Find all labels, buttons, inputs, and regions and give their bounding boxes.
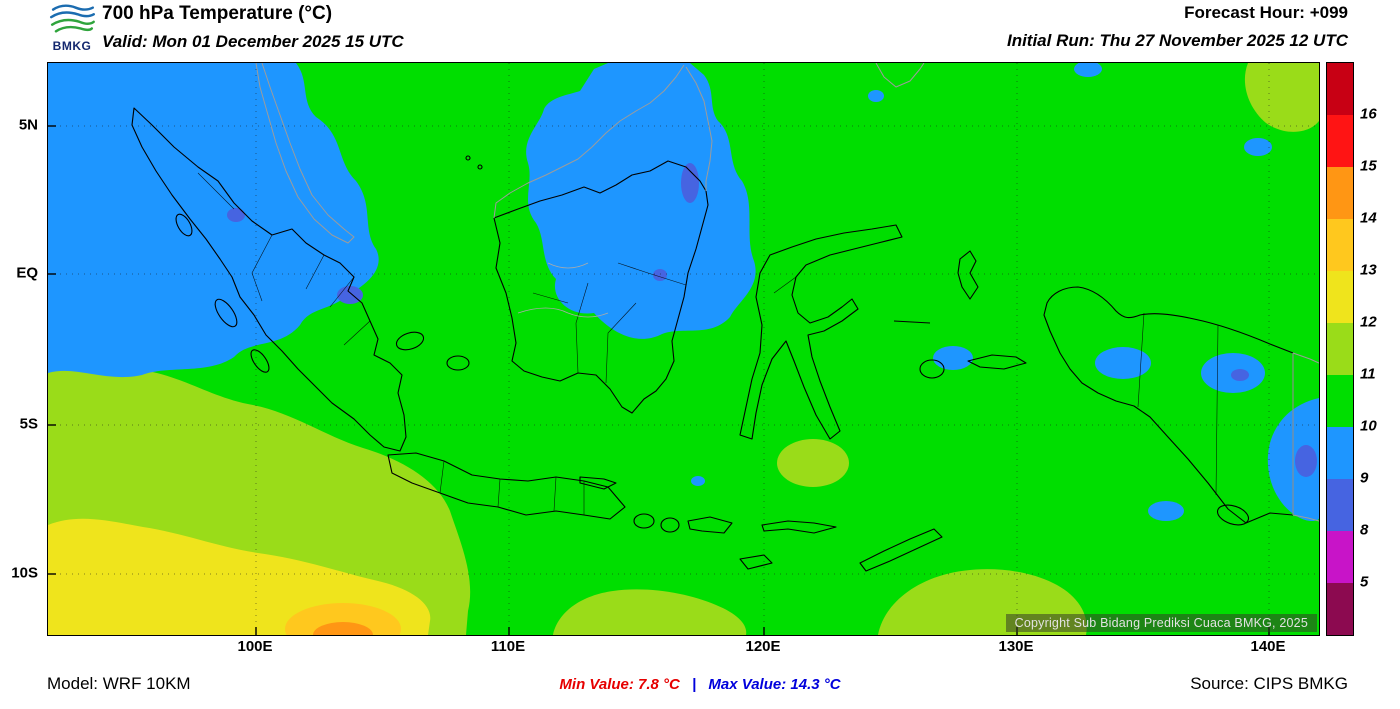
run-block: Forecast Hour: +099 Initial Run: Thu 27 … bbox=[1007, 3, 1348, 51]
foreign-coastlines bbox=[255, 63, 1319, 522]
colorbar-segment bbox=[1327, 375, 1353, 427]
colorbar-segment bbox=[1327, 323, 1353, 375]
colorbar-label: 14 bbox=[1360, 209, 1377, 227]
colorbar-labels: 16 15 14 13 12 11 10 9 8 5 bbox=[1360, 62, 1398, 634]
lat-label: 5S bbox=[19, 415, 38, 433]
colorbar-label: 11 bbox=[1360, 365, 1376, 383]
valid-time: Valid: Mon 01 December 2025 15 UTC bbox=[102, 32, 404, 51]
minmax-separator: | bbox=[692, 676, 697, 693]
coastlines bbox=[131, 107, 1294, 572]
lon-label: 130E bbox=[998, 638, 1034, 655]
colorbar-segment bbox=[1327, 115, 1353, 167]
forecast-hour: Forecast Hour: +099 bbox=[1184, 3, 1348, 22]
lon-label: 140E bbox=[1250, 638, 1286, 655]
colorbar-label: 12 bbox=[1360, 313, 1377, 331]
latitude-axis: 5N EQ 5S 10S bbox=[0, 62, 42, 634]
colorbar-segment bbox=[1327, 583, 1353, 635]
max-value-text: Max Value: 14.3 °C bbox=[708, 676, 841, 693]
colorbar-label: 9 bbox=[1360, 469, 1369, 487]
colorbar-segment bbox=[1327, 427, 1353, 479]
minmax-values: Min Value: 7.8 °C | Max Value: 14.3 °C bbox=[559, 676, 840, 693]
colorbar-segment bbox=[1327, 271, 1353, 323]
model-label: Model: WRF 10KM bbox=[47, 674, 191, 693]
temperature-field bbox=[48, 63, 1319, 635]
bmkg-logo-icon bbox=[49, 4, 95, 33]
lat-label: 5N bbox=[18, 116, 38, 134]
colorbar-segment bbox=[1327, 167, 1353, 219]
bmkg-logo-text: BMKG bbox=[52, 39, 92, 53]
colorbar-label: 8 bbox=[1360, 521, 1369, 539]
min-value-text: Min Value: 7.8 °C bbox=[559, 676, 680, 693]
title-block: 700 hPa Temperature (°C) Valid: Mon 01 D… bbox=[102, 3, 404, 52]
colorbar-label: 5 bbox=[1360, 573, 1369, 591]
bmkg-logo: BMKG bbox=[46, 2, 98, 53]
initial-run: Initial Run: Thu 27 November 2025 12 UTC bbox=[1006, 31, 1348, 50]
source-label: Source: CIPS BMKG bbox=[1190, 674, 1348, 693]
colorbar-label: 13 bbox=[1360, 261, 1377, 279]
page-title: 700 hPa Temperature (°C) bbox=[102, 3, 333, 24]
lat-label: 10S bbox=[11, 564, 38, 582]
colorbar-segment bbox=[1327, 479, 1353, 531]
longitude-axis: 100E 110E 120E 130E 140E bbox=[47, 638, 1318, 658]
colorbar-segment bbox=[1327, 219, 1353, 271]
colorbar-label: 10 bbox=[1360, 417, 1377, 435]
copyright-notice: Copyright Sub Bidang Prediksi Cuaca BMKG… bbox=[1005, 614, 1317, 632]
temperature-map bbox=[48, 63, 1319, 635]
colorbar bbox=[1326, 62, 1354, 636]
colorbar-label: 15 bbox=[1360, 157, 1377, 175]
lon-label: 110E bbox=[490, 638, 526, 655]
colorbar-segment bbox=[1327, 531, 1353, 583]
lat-label: EQ bbox=[16, 264, 38, 282]
colorbar-label: 16 bbox=[1360, 105, 1377, 123]
map-frame: Copyright Sub Bidang Prediksi Cuaca BMKG… bbox=[47, 62, 1320, 636]
lon-label: 120E bbox=[745, 638, 781, 655]
lon-label: 100E bbox=[237, 638, 273, 655]
colorbar-segment bbox=[1327, 63, 1353, 115]
gridlines bbox=[48, 63, 1319, 635]
